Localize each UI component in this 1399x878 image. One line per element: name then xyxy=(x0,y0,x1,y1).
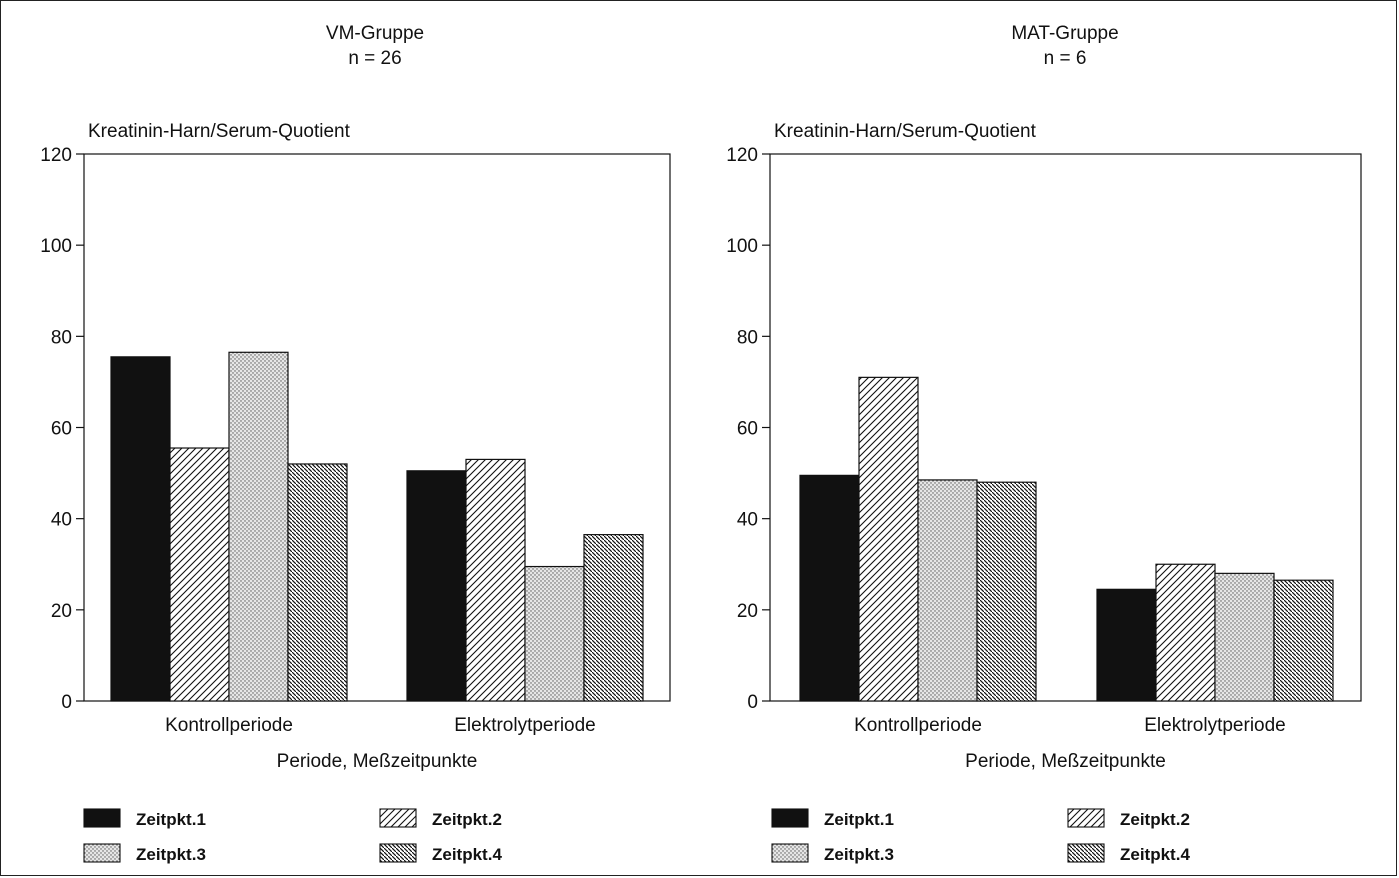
legend-label: Zeitpkt.3 xyxy=(824,845,894,864)
bar-4-1 xyxy=(287,463,348,702)
bar-3-2 xyxy=(524,565,585,702)
legend-label: Zeitpkt.2 xyxy=(432,810,502,829)
y-tick-label: 40 xyxy=(51,510,72,531)
bar-2-1 xyxy=(169,447,230,702)
y-tick-label: 100 xyxy=(726,236,758,257)
legend: Zeitpkt.1 Zeitpkt.2 Zeitpkt.3 Zeitpkt.4 xyxy=(771,808,1190,864)
legend-swatch-2 xyxy=(379,808,417,828)
chart-subtitle: n = 26 xyxy=(348,48,401,69)
legend-label: Zeitpkt.2 xyxy=(1120,810,1190,829)
x-axis-label: Periode, Meßzeitpunkte xyxy=(277,751,478,772)
bar-3-1 xyxy=(228,351,289,702)
bar-2-2 xyxy=(465,458,526,702)
y-tick-label: 120 xyxy=(40,145,72,166)
chart-subtitle: n = 6 xyxy=(1044,48,1087,69)
y-tick-label: 100 xyxy=(40,236,72,257)
legend-swatch-1 xyxy=(771,808,809,828)
bar-3-1 xyxy=(917,479,978,702)
bar-3-2 xyxy=(1214,572,1275,702)
bar-1-2 xyxy=(1096,588,1157,702)
chart-title: VM-Gruppe xyxy=(326,23,424,44)
bar-1-2 xyxy=(406,470,467,702)
y-axis-label: Kreatinin-Harn/Serum-Quotient xyxy=(88,121,351,142)
legend-label: Zeitpkt.4 xyxy=(432,845,502,864)
legend-label: Zeitpkt.4 xyxy=(1120,845,1190,864)
x-category-label: Elektrolytperiode xyxy=(454,715,596,736)
bar-4-2 xyxy=(1273,579,1334,702)
y-tick-label: 0 xyxy=(747,692,758,713)
y-tick-label: 40 xyxy=(737,510,758,531)
x-category-label: Elektrolytperiode xyxy=(1144,715,1286,736)
y-tick-label: 20 xyxy=(51,601,72,622)
y-tick-label: 60 xyxy=(737,419,758,440)
chart-panel-2: MAT-Gruppe n = 6 Kreatinin-Harn/Serum-Quot… xyxy=(726,23,1362,864)
legend-label: Zeitpkt.3 xyxy=(136,845,206,864)
bar-4-1 xyxy=(976,481,1037,702)
chart-title: MAT-Gruppe xyxy=(1011,23,1118,44)
legend-swatch-4 xyxy=(1067,843,1105,863)
legend-label: Zeitpkt.1 xyxy=(136,810,206,829)
bar-1-1 xyxy=(799,474,860,702)
legend-swatch-3 xyxy=(771,843,809,863)
x-axis-label: Periode, Meßzeitpunkte xyxy=(965,751,1166,772)
y-tick-label: 20 xyxy=(737,601,758,622)
x-category-label: Kontrollperiode xyxy=(854,715,982,736)
legend-label: Zeitpkt.1 xyxy=(824,810,894,829)
y-axis-label: Kreatinin-Harn/Serum-Quotient xyxy=(774,121,1037,142)
legend-swatch-2 xyxy=(1067,808,1105,828)
bar-2-1 xyxy=(858,376,919,702)
x-category-label: Kontrollperiode xyxy=(165,715,293,736)
bar-2-2 xyxy=(1155,563,1216,702)
y-tick-label: 0 xyxy=(61,692,72,713)
y-tick-label: 80 xyxy=(51,327,72,348)
legend-swatch-4 xyxy=(379,843,417,863)
bar-4-2 xyxy=(583,534,644,702)
y-tick-label: 80 xyxy=(737,327,758,348)
legend-swatch-3 xyxy=(83,843,121,863)
chart-panel-1: VM-Gruppe n = 26 Kreatinin-Harn/Serum-Quot… xyxy=(40,23,671,864)
legend: Zeitpkt.1 Zeitpkt.2 Zeitpkt.3 Zeitpkt.4 xyxy=(83,808,502,864)
y-tick-label: 60 xyxy=(51,419,72,440)
legend-swatch-1 xyxy=(83,808,121,828)
y-tick-label: 120 xyxy=(726,145,758,166)
bar-1-1 xyxy=(110,356,171,702)
